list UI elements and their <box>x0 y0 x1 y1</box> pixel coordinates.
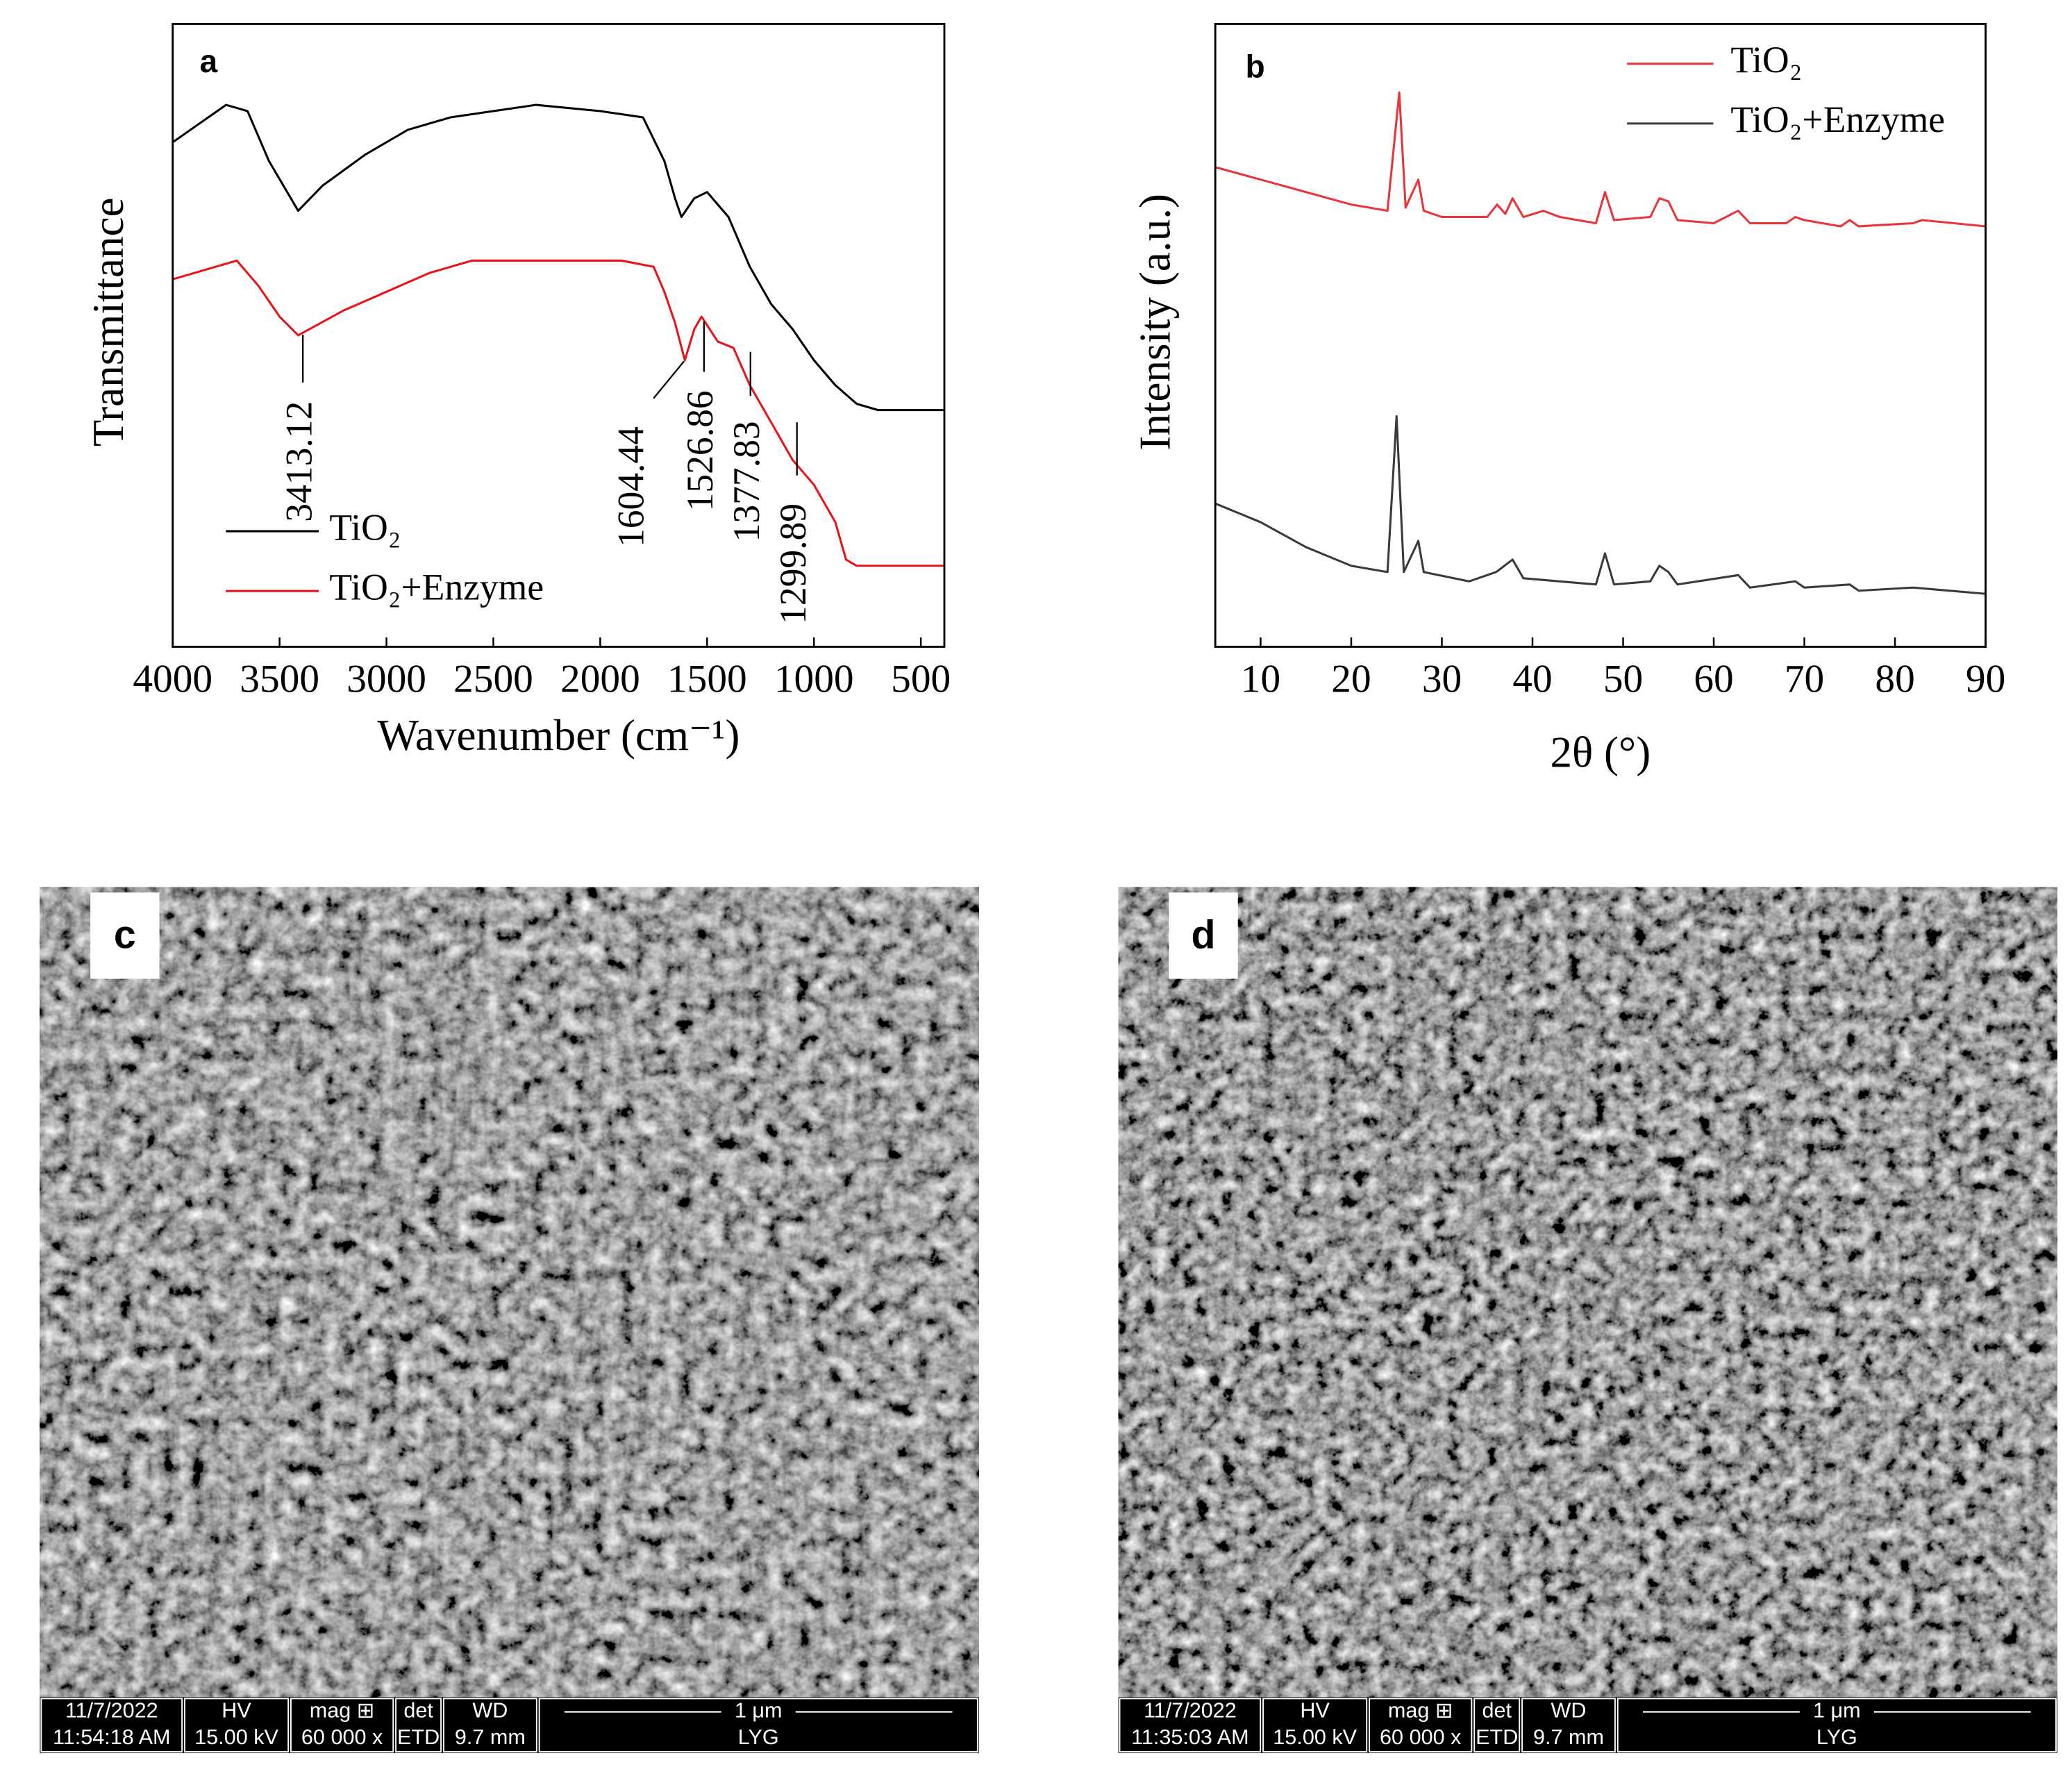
panel-label-box <box>90 892 160 979</box>
info-value: 60 000 x <box>301 1725 383 1749</box>
x-tick-label: 2500 <box>453 657 533 701</box>
panel-label: d <box>1191 913 1215 957</box>
info-label: 1 μm <box>735 1699 783 1723</box>
annotation: 3413.12 <box>278 401 319 522</box>
info-label: mag ⊞ <box>1388 1699 1453 1723</box>
info-value: 15.00 kV <box>1273 1725 1357 1749</box>
x-tick-label: 50 <box>1603 657 1643 701</box>
x-tick-label: 3000 <box>346 657 426 701</box>
info-cell <box>1119 1698 1262 1753</box>
panel-label: c <box>114 913 136 957</box>
info-cell <box>1521 1698 1616 1753</box>
x-tick-label: 20 <box>1331 657 1371 701</box>
info-cell <box>1262 1698 1368 1753</box>
info-bar <box>1118 1697 2057 1753</box>
legend-label: TiO₂ <box>329 506 401 548</box>
x-tick-label: 10 <box>1241 657 1280 701</box>
info-label: 11/7/2022 <box>65 1699 158 1723</box>
info-label: det <box>403 1699 433 1723</box>
y-axis-label: Transmittance <box>84 197 133 446</box>
scale-label-bg <box>1799 1700 1874 1724</box>
info-label: 11/7/2022 <box>1144 1699 1237 1723</box>
legend-label: TiO₂ <box>1730 39 1802 81</box>
x-tick-label: 1000 <box>774 657 854 701</box>
info-label: det <box>1482 1699 1512 1723</box>
x-tick-label: 1500 <box>667 657 747 701</box>
series-line <box>172 103 945 412</box>
x-tick-label: 70 <box>1785 657 1824 701</box>
annotation: 1299.89 <box>772 503 814 624</box>
series-line <box>1214 415 1986 595</box>
annotation-leader <box>653 360 685 399</box>
x-axis-label: 2θ (°) <box>1550 728 1651 777</box>
panel-label: b <box>1246 49 1265 85</box>
scale-label-bg <box>721 1700 796 1724</box>
info-value: 9.7 mm <box>1533 1725 1604 1749</box>
info-value: 9.7 mm <box>455 1725 526 1749</box>
series-line <box>1214 91 1986 228</box>
legend-label: TiO₂+Enzyme <box>1730 99 1945 140</box>
series-line <box>172 259 945 567</box>
info-value: LYG <box>738 1725 779 1749</box>
info-label: mag ⊞ <box>310 1699 375 1723</box>
x-tick-label: 30 <box>1422 657 1462 701</box>
x-tick-label: 80 <box>1875 657 1914 701</box>
annotation: 1604.44 <box>610 426 652 547</box>
info-cell <box>290 1698 394 1753</box>
info-label: WD <box>472 1699 508 1723</box>
legend-label: TiO₂+Enzyme <box>329 566 544 608</box>
plot-frame <box>1214 22 1987 648</box>
info-cell <box>395 1698 442 1753</box>
x-tick-label: 40 <box>1512 657 1552 701</box>
y-axis-label: Intensity (a.u.) <box>1130 194 1179 451</box>
panel-label-box <box>1169 892 1238 979</box>
x-tick-label: 60 <box>1694 657 1733 701</box>
x-tick-label: 90 <box>1966 657 2005 701</box>
info-value: ETD <box>397 1725 440 1749</box>
sem-image <box>1118 887 2057 1698</box>
x-axis-label: Wavenumber (cm⁻¹) <box>377 711 740 760</box>
info-value: ETD <box>1476 1725 1518 1749</box>
x-tick-label: 4000 <box>133 657 212 701</box>
info-value: 15.00 kV <box>194 1725 278 1749</box>
sem-image <box>40 887 979 1698</box>
info-label: WD <box>1551 1699 1587 1723</box>
info-label: HV <box>222 1699 251 1723</box>
info-value: 60 000 x <box>1380 1725 1461 1749</box>
info-cell <box>442 1698 537 1753</box>
plot-frame <box>172 22 946 648</box>
info-cell <box>1616 1698 2057 1753</box>
x-tick-label: 2000 <box>560 657 640 701</box>
annotation: 1377.83 <box>726 421 767 542</box>
annotation: 1526.86 <box>679 390 721 511</box>
info-cell <box>40 1698 183 1753</box>
info-value: 11:35:03 AM <box>1131 1725 1249 1749</box>
info-value: 11:54:18 AM <box>53 1725 171 1749</box>
x-tick-label: 500 <box>891 657 951 701</box>
info-cell <box>1473 1698 1521 1753</box>
info-cell <box>538 1698 978 1753</box>
info-bar <box>40 1697 979 1753</box>
info-cell <box>1369 1698 1473 1753</box>
info-label: HV <box>1300 1699 1330 1723</box>
info-value: LYG <box>1816 1725 1857 1749</box>
x-tick-label: 3500 <box>240 657 319 701</box>
info-label: 1 μm <box>1813 1699 1861 1723</box>
panel-label: a <box>200 43 218 79</box>
info-cell <box>183 1698 290 1753</box>
